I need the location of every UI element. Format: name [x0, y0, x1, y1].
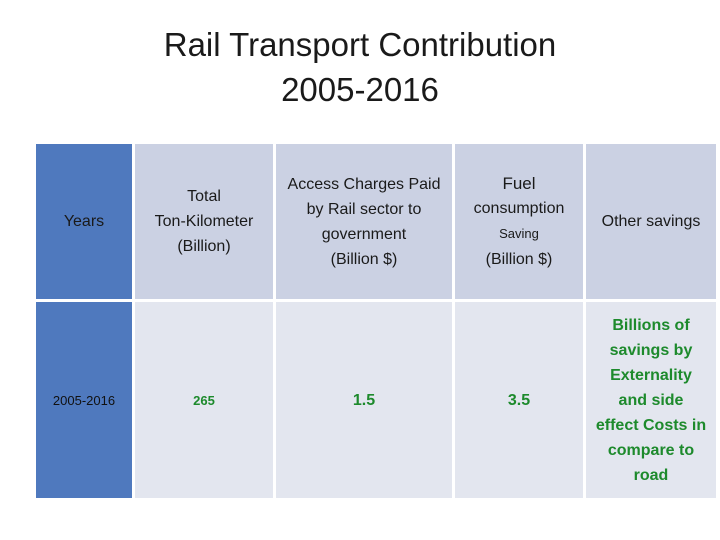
- title-line-1: Rail Transport Contribution: [163, 26, 557, 63]
- cell-access-charges: 1.5: [276, 302, 452, 498]
- cell-other-line-2: savings by: [609, 341, 693, 359]
- header-years: Years: [36, 144, 132, 299]
- header-tonkm-line-1: Total: [187, 188, 221, 205]
- cell-other-line-4: and side: [618, 391, 684, 409]
- cell-other-line-5: effect Costs in: [595, 416, 707, 434]
- cell-other-savings: Billions of savings by Externality and s…: [586, 302, 716, 498]
- header-years-label: Years: [63, 213, 105, 230]
- title-line-2: 2005-2016: [281, 71, 439, 108]
- contribution-table: Years Total Ton-Kilometer (Billion) Acce…: [36, 144, 716, 498]
- cell-fuel-value: 3.5: [507, 391, 531, 409]
- cell-ton-kilometer: 265: [135, 302, 273, 498]
- cell-tonkm-value: 265: [193, 392, 215, 408]
- cell-access-value: 1.5: [352, 391, 376, 409]
- header-access-line-4: (Billion $): [330, 250, 398, 268]
- cell-years-value: 2005-2016: [52, 392, 116, 408]
- cell-fuel-saving: 3.5: [455, 302, 583, 498]
- header-fuel-line-4: (Billion $): [485, 251, 553, 268]
- header-tonkm-line-2: Ton-Kilometer: [154, 213, 254, 230]
- slide-title: Rail Transport Contribution 2005-2016: [0, 22, 720, 112]
- header-other-label: Other savings: [601, 213, 701, 230]
- header-ton-kilometer: Total Ton-Kilometer (Billion): [135, 144, 273, 299]
- cell-years: 2005-2016: [36, 302, 132, 498]
- header-access-charges: Access Charges Paid by Rail sector to go…: [276, 144, 452, 299]
- header-other-savings: Other savings: [586, 144, 716, 299]
- header-tonkm-line-3: (Billion): [177, 238, 231, 255]
- cell-other-line-7: road: [633, 466, 669, 484]
- header-access-line-2: by Rail sector to: [306, 200, 422, 218]
- cell-other-line-6: compare to: [607, 441, 695, 459]
- header-fuel-line-1: Fuel: [502, 174, 536, 193]
- header-fuel-line-2: consumption: [473, 200, 565, 217]
- header-fuel-saving: Fuel consumption Saving (Billion $): [455, 144, 583, 299]
- header-access-line-1: Access Charges Paid: [287, 175, 441, 193]
- header-access-line-3: government: [321, 225, 407, 243]
- cell-other-line-3: Externality: [610, 366, 692, 384]
- cell-other-line-1: Billions of: [612, 316, 690, 334]
- header-fuel-line-3: Saving: [499, 226, 539, 241]
